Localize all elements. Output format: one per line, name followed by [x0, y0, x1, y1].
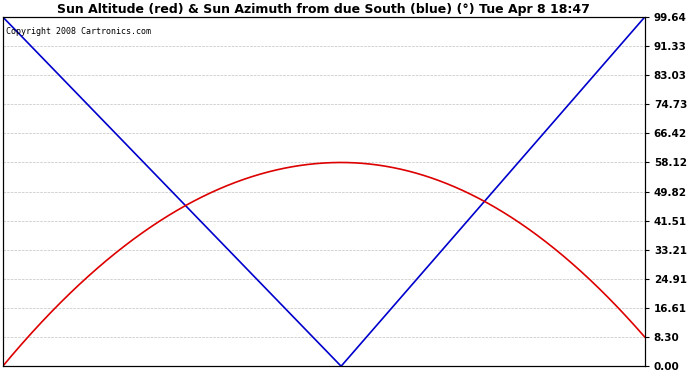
Text: Copyright 2008 Cartronics.com: Copyright 2008 Cartronics.com: [6, 27, 151, 36]
Title: Sun Altitude (red) & Sun Azimuth from due South (blue) (°) Tue Apr 8 18:47: Sun Altitude (red) & Sun Azimuth from du…: [57, 3, 590, 16]
